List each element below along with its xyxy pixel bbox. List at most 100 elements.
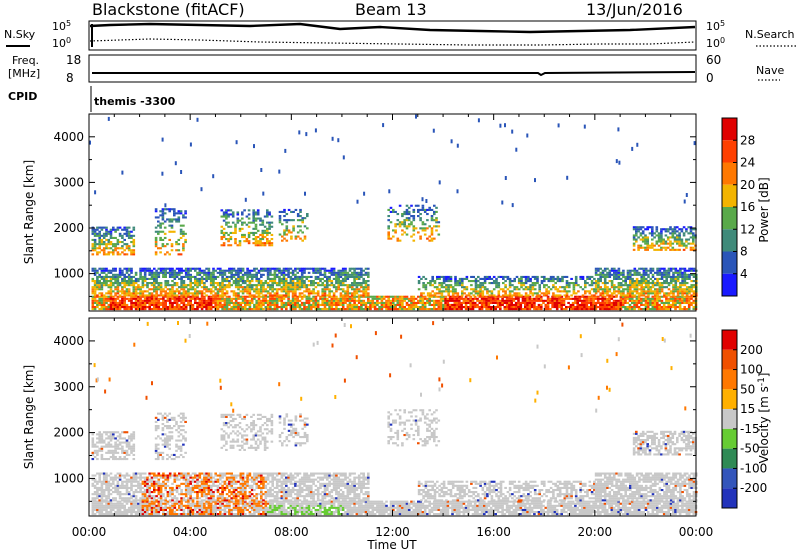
data-cell bbox=[139, 278, 142, 280]
data-cell bbox=[399, 308, 402, 310]
data-cell bbox=[121, 280, 124, 282]
data-cell bbox=[599, 286, 602, 288]
data-cell bbox=[139, 274, 142, 276]
data-cell bbox=[160, 304, 163, 306]
data-cell bbox=[294, 274, 297, 276]
data-cell bbox=[415, 227, 418, 229]
data-cell bbox=[365, 268, 368, 270]
data-cell bbox=[96, 282, 99, 284]
data-cell bbox=[128, 509, 131, 511]
data-cell bbox=[654, 272, 657, 274]
data-cell bbox=[253, 274, 256, 276]
data-cell bbox=[419, 308, 422, 310]
data-cell bbox=[130, 507, 133, 509]
data-cell bbox=[205, 302, 208, 304]
data-cell bbox=[226, 308, 229, 310]
data-cell bbox=[219, 282, 222, 284]
data-cell bbox=[438, 278, 441, 280]
data-cell bbox=[126, 243, 129, 245]
data-cell bbox=[599, 308, 602, 310]
data-cell bbox=[128, 235, 131, 237]
data-cell bbox=[422, 308, 425, 310]
data-cell bbox=[638, 280, 641, 282]
data-cell bbox=[356, 308, 359, 310]
data-cell bbox=[649, 232, 652, 234]
data-cell bbox=[353, 270, 356, 272]
data-cell bbox=[456, 298, 459, 300]
data-cell bbox=[497, 304, 500, 306]
data-cell bbox=[148, 298, 151, 300]
data-cell bbox=[266, 232, 269, 234]
data-cell bbox=[214, 270, 217, 272]
data-cell bbox=[331, 272, 334, 274]
data-cell bbox=[613, 304, 616, 306]
data-cell bbox=[285, 290, 288, 292]
data-cell bbox=[504, 280, 507, 282]
data-cell bbox=[249, 282, 252, 284]
data-cell bbox=[259, 238, 262, 240]
data-cell bbox=[654, 288, 657, 290]
data-cell bbox=[151, 292, 154, 294]
data-cell bbox=[428, 302, 431, 304]
data-cell bbox=[522, 300, 525, 302]
data-cell bbox=[470, 284, 473, 286]
data-cell bbox=[532, 288, 535, 290]
data-cell bbox=[292, 219, 295, 221]
data-cell bbox=[676, 243, 679, 245]
data-cell bbox=[304, 236, 307, 238]
data-cell bbox=[159, 231, 162, 233]
data-cell bbox=[310, 308, 313, 310]
data-cell bbox=[451, 308, 454, 310]
data-cell bbox=[548, 278, 551, 280]
data-cell bbox=[240, 296, 243, 298]
data-cell bbox=[217, 298, 220, 300]
data-cell bbox=[235, 304, 238, 306]
data-cell bbox=[133, 507, 136, 509]
data-cell bbox=[268, 213, 271, 215]
data-cell bbox=[283, 282, 286, 284]
data-cell bbox=[333, 302, 336, 304]
data-cell bbox=[660, 228, 663, 230]
data-cell bbox=[294, 308, 297, 310]
data-cell bbox=[629, 280, 632, 282]
data-cell bbox=[176, 282, 179, 284]
data-cell bbox=[130, 298, 133, 300]
data-cell bbox=[488, 276, 491, 278]
data-cell bbox=[394, 229, 397, 231]
freq-label-1: Freq. bbox=[12, 54, 39, 67]
data-cell bbox=[287, 298, 290, 300]
data-cell bbox=[267, 306, 270, 308]
data-cell bbox=[533, 298, 536, 300]
data-cell bbox=[675, 288, 678, 290]
data-cell bbox=[609, 280, 612, 282]
data-cell bbox=[180, 507, 183, 509]
data-cell bbox=[457, 284, 460, 286]
data-cell bbox=[210, 300, 213, 302]
data-cell bbox=[105, 231, 108, 233]
data-cell bbox=[212, 274, 215, 276]
data-cell bbox=[317, 294, 320, 296]
data-cell bbox=[94, 284, 97, 286]
data-cell bbox=[629, 274, 632, 276]
data-cell bbox=[656, 228, 659, 230]
data-cell bbox=[557, 276, 560, 278]
data-cell bbox=[672, 278, 675, 280]
data-cell bbox=[688, 298, 691, 300]
data-cell bbox=[538, 308, 541, 310]
data-cell bbox=[494, 308, 497, 310]
data-cell bbox=[123, 286, 126, 288]
data-cell bbox=[649, 298, 652, 300]
data-cell bbox=[392, 229, 395, 231]
data-cell bbox=[649, 300, 652, 302]
data-cell bbox=[669, 228, 672, 230]
data-cell bbox=[422, 304, 425, 306]
data-cell bbox=[410, 308, 413, 310]
data-cell bbox=[110, 292, 113, 294]
data-cell bbox=[417, 306, 420, 308]
data-cell bbox=[246, 274, 249, 276]
data-cell bbox=[262, 244, 265, 246]
data-cell bbox=[538, 284, 541, 286]
noise-cell bbox=[631, 147, 633, 151]
data-cell bbox=[636, 278, 639, 280]
